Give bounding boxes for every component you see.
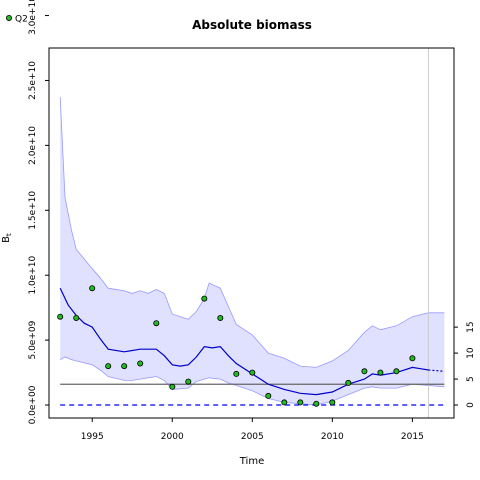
data-point [201,295,208,302]
data-point [89,285,96,292]
data-point [105,363,112,370]
y-tick-label: 1.5e+10 [28,191,38,230]
y-axis-title: Bt [1,233,13,243]
x-axis: 1995 2000 2005 2010 2015 [81,417,424,442]
reference-lines [60,48,445,418]
data-point [185,378,192,385]
secondary-y-axis: 0 5 10 15 [454,321,476,408]
biomass-forecast-line [428,369,445,372]
data-point [313,400,320,407]
data-point [409,355,416,362]
data-point [265,392,272,399]
data-point [137,360,144,367]
legend-label: Q2 [15,15,28,25]
data-point [233,370,240,377]
legend-marker [6,14,12,21]
data-point [57,313,64,320]
confidence-band-lower [60,356,445,406]
legend: Q2 [6,14,28,25]
data-point [377,369,384,376]
data-point [217,314,224,321]
y-tick-label: 2.0e+10 [28,126,38,165]
data-point [345,379,352,386]
data-point [281,399,288,406]
data-point [249,369,256,376]
data-point [297,399,304,406]
y2-tick-label: 5 [466,376,476,382]
x-tick-label: 1995 [81,432,104,442]
y-tick-label: 1.0e+10 [28,256,38,295]
confidence-band-area [60,97,445,406]
data-point [393,368,400,375]
y-axis-title-subscript: t [5,233,13,236]
estimate-lines [59,287,445,396]
y-axis-title-main: B [1,236,12,243]
confidence-band [59,97,445,406]
x-tick-label: 2005 [241,432,264,442]
y-tick-label: 2.5e+10 [28,61,38,100]
x-tick-label: 2015 [401,432,424,442]
y2-tick-label: 0 [466,402,476,408]
biomass-estimate-line [59,287,429,396]
data-point [169,383,176,390]
y2-tick-label: 10 [466,347,476,359]
data-point [121,363,128,370]
y-axis: 0.0e+00 5.0e+09 1.0e+10 1.5e+10 2.0e+10 2.5e+… [28,0,49,424]
data-point [329,399,336,406]
x-tick-label: 2010 [321,432,344,442]
y-tick-label: 0.0e+00 [28,385,38,424]
chart-title: Absolute biomass [192,18,312,32]
data-point [73,314,80,321]
x-axis-title: Time [239,456,264,467]
y2-tick-label: 15 [466,321,476,332]
confidence-band-upper [59,97,445,368]
y-tick-label: 3.0e+10 [28,0,38,35]
data-point [153,320,160,327]
y-tick-label: 5.0e+09 [28,320,38,359]
observation-points [57,285,416,407]
x-tick-label: 2000 [161,432,184,442]
data-point [361,368,368,375]
